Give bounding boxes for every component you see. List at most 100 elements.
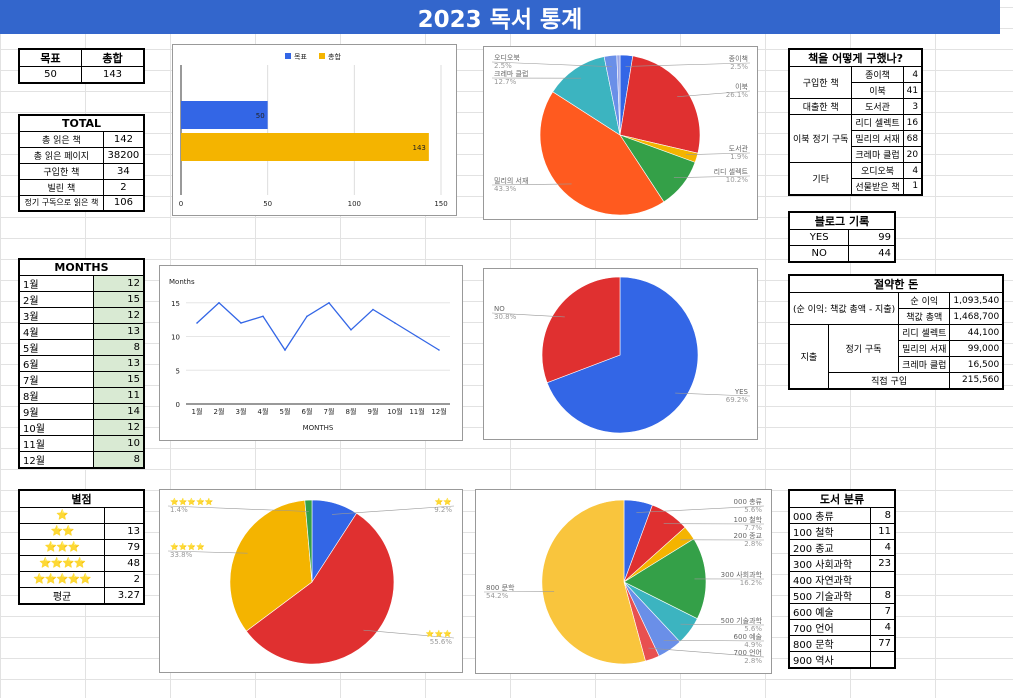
table-row: 2월 15 — [18, 290, 145, 308]
acquire-item-label: 오디오북 — [851, 162, 904, 179]
slice-label: 오디오북 — [494, 53, 520, 62]
table-row: 600 예술 7 — [788, 603, 896, 620]
slice-percent: 12.7% — [494, 78, 517, 86]
slice-label: 200 종교 — [734, 532, 763, 540]
label-leader — [680, 623, 765, 626]
money-direct-value: 215,560 — [949, 372, 1004, 389]
rating-stars: ⭐⭐⭐ — [18, 539, 106, 556]
data-point — [262, 315, 264, 318]
slice-label: 000 총류 — [734, 497, 763, 506]
slice-label: 600 예술 — [734, 632, 763, 641]
month-label: 5월 — [18, 338, 94, 356]
y-tick-label: 5 — [176, 367, 180, 375]
slice-percent: 54.2% — [486, 592, 509, 600]
pie-slice — [616, 54, 621, 136]
label-leader — [677, 90, 751, 97]
rating-stars: ⭐ — [18, 507, 106, 524]
category-value: 8 — [869, 507, 896, 524]
page-title-banner: 2023 독서 통계 — [0, 0, 1000, 34]
acquire-item-label: 리디 셀렉트 — [851, 114, 904, 131]
data-point — [394, 322, 396, 324]
slice-label: 도서관 — [729, 144, 749, 153]
x-tick-label: 3월 — [236, 407, 247, 416]
month-label: 10월 — [18, 418, 94, 436]
rating-count: 13 — [104, 523, 145, 540]
slice-percent: 26.1% — [726, 91, 749, 99]
category-label: 500 기술과학 — [788, 587, 871, 604]
x-tick-label: 12월 — [431, 407, 446, 416]
label-leader — [483, 591, 555, 593]
table-row: ⭐⭐ 13 — [18, 523, 145, 540]
slice-label: ⭐⭐⭐ — [426, 629, 452, 638]
bar — [181, 101, 268, 129]
chart-title: Months — [169, 278, 195, 286]
data-point — [306, 315, 308, 318]
label-leader — [648, 647, 765, 658]
table-row: 8월 11 — [18, 386, 145, 404]
months-line-chart: Months 0 5 10 15 1월 2월 3월 4월 5월 6월 7월 8월 9월 10월 11월 12월 M… — [159, 265, 463, 441]
y-tick-label: 10 — [171, 334, 180, 342]
category-label: 400 자연과학 — [788, 571, 871, 588]
label-leader — [663, 640, 765, 642]
slice-percent: 5.6% — [744, 625, 762, 633]
month-value: 11 — [92, 386, 145, 404]
pie-slice — [245, 512, 395, 665]
slice-percent: 1.4% — [170, 506, 188, 514]
total-row-label: 총 읽은 페이지 — [18, 146, 104, 164]
blog-no-value: 44 — [848, 245, 896, 262]
rating-count: 48 — [104, 555, 145, 572]
month-label: 2월 — [18, 290, 94, 308]
acquire-item-label: 이북 — [851, 82, 904, 99]
legend-swatch — [319, 53, 325, 59]
slice-label: 800 문학 — [486, 583, 515, 592]
month-label: 11월 — [18, 434, 94, 452]
table-row: 7월 15 — [18, 370, 145, 388]
label-leader — [331, 505, 455, 515]
data-point — [350, 329, 352, 331]
month-label: 1월 — [18, 274, 94, 292]
category-pie-chart: 000 총류 5.6% 100 철학 7.7% 200 종교 2.8% 300 사회과학 16… — [475, 489, 772, 674]
acquire-item-value: 20 — [902, 146, 923, 163]
goal-bar-chart: 0 50 100 150 목표 총합 50 143 — [172, 44, 457, 216]
total-row-value: 106 — [102, 194, 145, 212]
category-value: 77 — [869, 635, 896, 652]
total-row-label: 정기 구독으로 읽은 책 — [18, 194, 104, 212]
slice-percent: 2.5% — [730, 63, 748, 71]
label-leader — [491, 312, 565, 318]
table-row: ⭐ — [18, 507, 145, 524]
rating-table: 별점 ⭐ ⭐⭐ 13 ⭐⭐⭐ 79 ⭐⭐⭐⭐ 48 ⭐⭐⭐⭐⭐ 2 평균 3.27 — [18, 489, 145, 605]
acquire-item-label: 종이책 — [851, 66, 904, 83]
acquire-item-value: 41 — [902, 82, 923, 99]
month-label: 3월 — [18, 306, 94, 324]
rating-count: 2 — [104, 571, 145, 588]
label-leader — [625, 62, 751, 67]
table-row: 평균 3.27 — [18, 587, 145, 605]
page-title: 2023 독서 통계 — [417, 7, 583, 33]
total-table: TOTAL 총 읽은 책 142 총 읽은 페이지 38200 구입한 책 34 빌린… — [18, 114, 145, 212]
total-row-label: 빌린 책 — [18, 178, 104, 196]
x-tick-label: 5월 — [280, 407, 291, 416]
x-tick-label: 6월 — [302, 407, 313, 416]
acquire-table: 책을 어떻게 구했나? 구입한 책 종이책 4 이북 41 대출한 책 도서관 3 이북 정기 … — [788, 48, 924, 196]
slice-percent: 16.2% — [740, 579, 763, 587]
series-line — [196, 301, 440, 352]
x-tick-label: 8월 — [346, 407, 357, 416]
acquire-group-label: 기타 — [788, 162, 853, 195]
data-point — [328, 302, 330, 304]
label-leader — [685, 152, 751, 155]
slice-label: YES — [734, 388, 749, 396]
slice-label: ⭐⭐⭐⭐⭐ — [170, 497, 214, 506]
category-label: 800 문학 — [788, 635, 871, 652]
rating-stars: ⭐⭐ — [18, 523, 106, 540]
pie-slice — [552, 56, 621, 136]
acquire-item-label: 밀리의 서재 — [851, 130, 904, 147]
slice-label: 이북 — [735, 82, 748, 91]
label-leader — [675, 392, 751, 397]
data-point — [416, 335, 418, 338]
table-row: 3월 12 — [18, 306, 145, 324]
rating-count — [104, 507, 145, 524]
rating-stars: ⭐⭐⭐⭐ — [18, 555, 106, 572]
y-tick-label: 0 — [176, 401, 180, 409]
